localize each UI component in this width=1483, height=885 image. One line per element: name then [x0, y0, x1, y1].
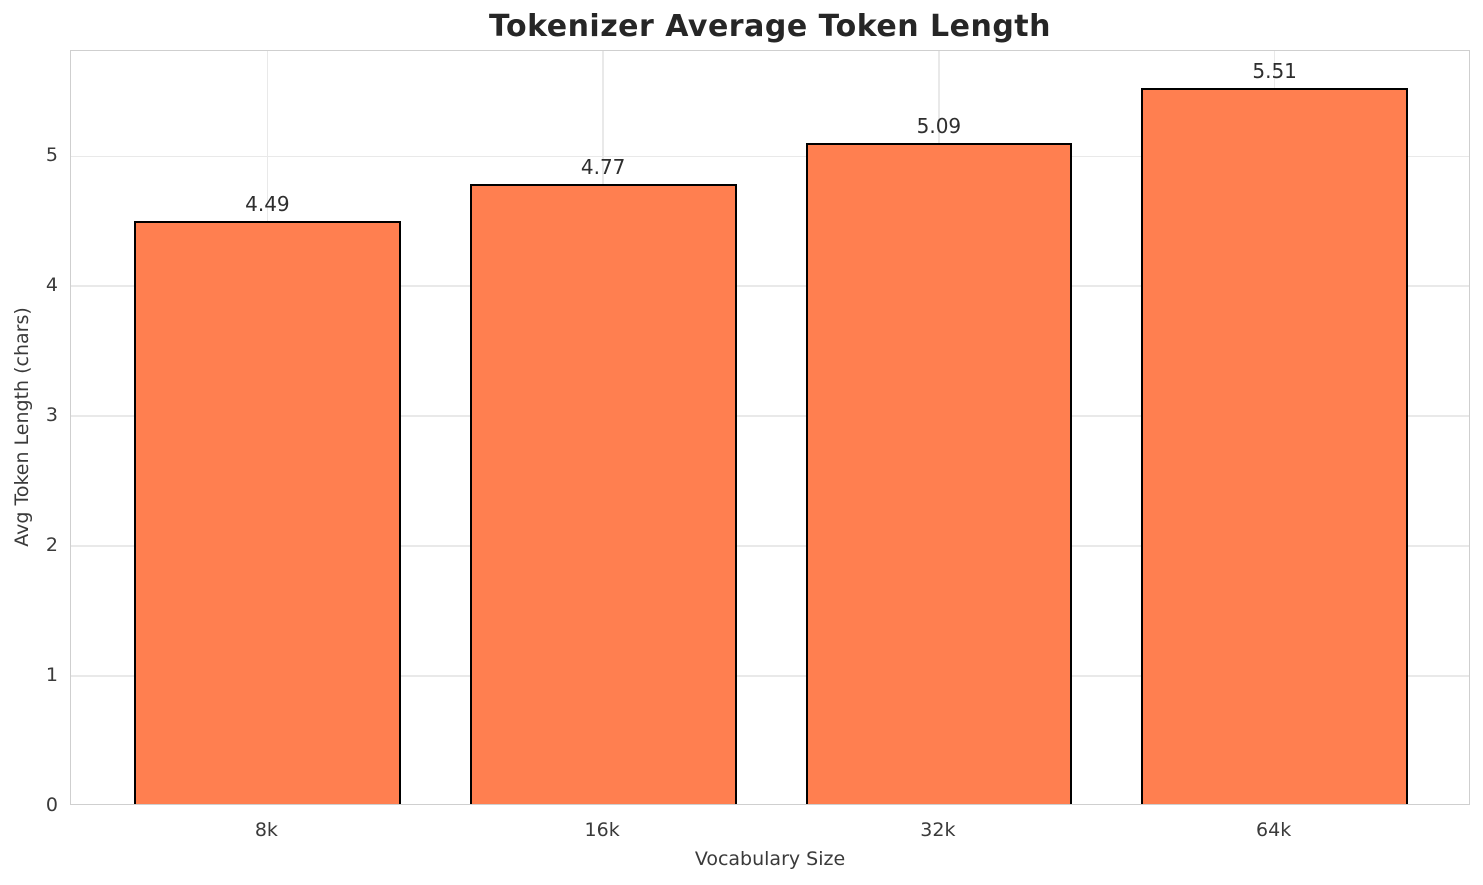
h-gridline	[71, 545, 1469, 547]
y-tick-label: 0	[45, 794, 58, 816]
bar-value-label: 4.77	[580, 155, 626, 180]
y-tick-label: 5	[45, 144, 58, 167]
h-gridline	[71, 415, 1469, 417]
x-tick-label: 8k	[254, 819, 278, 841]
h-gridline	[71, 285, 1469, 287]
x-axis-label: Vocabulary Size	[694, 848, 846, 870]
bar	[469, 184, 737, 804]
y-tick-label: 1	[45, 664, 58, 687]
bar-value-label: 5.09	[916, 113, 962, 138]
x-tick-label: 16k	[584, 819, 620, 841]
x-tick-label: 32k	[920, 819, 956, 841]
bar-value-label: 4.49	[245, 191, 290, 216]
bar-value-label: 5.51	[1252, 59, 1297, 83]
bar	[805, 142, 1073, 804]
bar	[134, 220, 401, 804]
y-tick-label: 2	[45, 534, 58, 557]
plot-area: 4.49 4.77 5.09 5.51	[70, 50, 1470, 805]
y-tick-label: 3	[45, 404, 58, 427]
h-gridline	[71, 675, 1469, 677]
y-tick-label: 4	[45, 274, 58, 297]
h-gridline	[71, 155, 1469, 157]
bar	[1141, 88, 1408, 804]
x-tick-label: 64k	[1256, 819, 1292, 841]
chart-title: Tokenizer Average Token Length	[488, 9, 1051, 44]
